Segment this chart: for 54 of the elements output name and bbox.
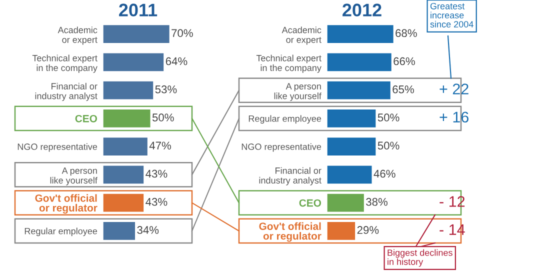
- text: Biggest declines in history: [388, 249, 452, 267]
- data-label: 53%: [155, 85, 177, 94]
- data-label: 38%: [366, 198, 388, 206]
- bar: [103, 52, 164, 72]
- data-label: 50%: [378, 142, 400, 150]
- bar: [103, 136, 148, 156]
- bar: [327, 80, 392, 100]
- y-tick-label: Regular employee: [24, 228, 98, 236]
- text: + 22: [440, 84, 468, 94]
- data-label: 29%: [357, 226, 379, 234]
- bar: [327, 193, 365, 212]
- y-tick-label: CEO: [299, 199, 322, 207]
- data-label: 50%: [378, 114, 400, 122]
- data-label: 46%: [374, 170, 396, 178]
- bar: [327, 165, 372, 184]
- y-tick-label: Technical expert in the company: [256, 54, 322, 73]
- y-tick-label: Gov't official or regulator: [35, 194, 98, 214]
- y-tick-label: CEO: [75, 114, 98, 122]
- y-tick-label: NGO representative: [242, 143, 322, 152]
- bar: [103, 165, 144, 184]
- bar: [327, 24, 394, 44]
- bar: [103, 108, 151, 128]
- y-tick-label: Technical expert in the company: [32, 54, 98, 73]
- y-tick-label: A person like yourself: [274, 83, 322, 101]
- y-tick-label: Financial or industry analyst: [259, 167, 322, 186]
- data-label: 47%: [149, 142, 171, 150]
- y-tick-label: Regular employee: [248, 115, 322, 124]
- y-tick-label: Gov't official or regulator: [259, 222, 322, 242]
- y-tick-label: A person like yourself: [50, 168, 98, 186]
- bar: [327, 52, 392, 72]
- data-label: 68%: [396, 29, 417, 38]
- y-tick-label: Academic or expert: [282, 26, 322, 45]
- chart-title: 2011: [119, 4, 158, 16]
- bar: [103, 80, 154, 100]
- data-label: 70%: [172, 29, 193, 38]
- chart-title: 2012: [342, 4, 382, 16]
- data-label: 64%: [166, 57, 188, 66]
- bar: [103, 221, 136, 241]
- data-label: 65%: [392, 85, 414, 94]
- data-label: 34%: [137, 226, 159, 234]
- text: Greatest increase since 2004: [430, 2, 474, 28]
- data-label: 43%: [146, 170, 168, 178]
- bar: [327, 108, 376, 128]
- data-label: 50%: [152, 114, 174, 122]
- bar: [327, 221, 356, 241]
- bar: [103, 193, 144, 212]
- y-tick-label: Academic or expert: [58, 26, 98, 45]
- data-label: 43%: [146, 198, 168, 206]
- y-tick-label: Financial or industry analyst: [35, 82, 98, 101]
- text: + 16: [440, 112, 468, 123]
- bar: [327, 136, 376, 156]
- y-tick-label: NGO representative: [18, 143, 98, 152]
- data-label: 66%: [394, 57, 415, 66]
- bar: [103, 24, 170, 44]
